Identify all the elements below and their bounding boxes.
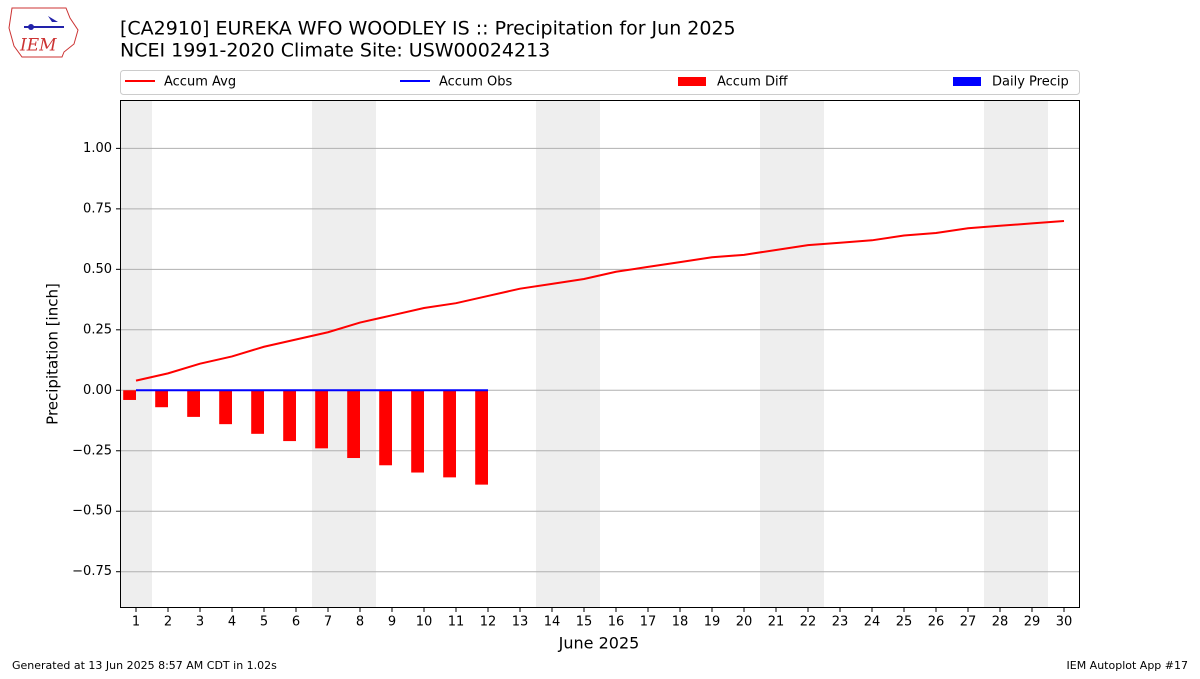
x-tick-label: 18 bbox=[672, 615, 689, 630]
x-tick-label: 6 bbox=[292, 615, 300, 630]
x-tick-label: 7 bbox=[324, 615, 332, 630]
y-tick-label: 1.00 bbox=[83, 141, 112, 156]
y-axis-label: Precipitation [inch] bbox=[44, 283, 62, 425]
y-tick-label: −0.25 bbox=[72, 443, 112, 458]
bar bbox=[251, 390, 264, 434]
x-tick-label: 2 bbox=[164, 615, 172, 630]
logo: IEM bbox=[8, 7, 79, 58]
x-tick-label: 27 bbox=[960, 615, 977, 630]
x-tick-label: 1 bbox=[132, 615, 140, 630]
bar bbox=[187, 390, 200, 417]
x-tick-label: 23 bbox=[832, 615, 849, 630]
bar bbox=[123, 390, 136, 400]
x-tick-label: 21 bbox=[768, 615, 785, 630]
x-tick-label: 5 bbox=[260, 615, 268, 630]
weekend-shade bbox=[312, 100, 344, 608]
x-tick-label: 16 bbox=[608, 615, 625, 630]
x-tick-label: 22 bbox=[800, 615, 817, 630]
x-tick-label: 30 bbox=[1056, 615, 1073, 630]
weekend-shade bbox=[1016, 100, 1048, 608]
x-tick-label: 20 bbox=[736, 615, 753, 630]
weekend-shade bbox=[568, 100, 600, 608]
bar bbox=[315, 390, 328, 449]
legend-label: Accum Obs bbox=[439, 75, 512, 90]
chart-title: [CA2910] EUREKA WFO WOODLEY IS :: Precip… bbox=[120, 18, 736, 40]
weekend-shade bbox=[536, 100, 568, 608]
y-tick-label: 0.25 bbox=[83, 322, 112, 337]
x-tick-label: 26 bbox=[928, 615, 945, 630]
x-tick-label: 10 bbox=[416, 615, 433, 630]
weekend-shade bbox=[120, 100, 152, 608]
bar bbox=[411, 390, 424, 473]
bar bbox=[347, 390, 360, 459]
x-tick-label: 24 bbox=[864, 615, 881, 630]
legend-label: Daily Precip bbox=[992, 75, 1069, 90]
x-tick-label: 11 bbox=[448, 615, 465, 630]
x-tick-label: 19 bbox=[704, 615, 721, 630]
x-tick-label: 8 bbox=[356, 615, 364, 630]
x-tick-label: 17 bbox=[640, 615, 657, 630]
x-tick-label: 25 bbox=[896, 615, 913, 630]
footer-right: IEM Autoplot App #17 bbox=[1067, 659, 1189, 672]
bar bbox=[283, 390, 296, 442]
y-tick-label: 0.50 bbox=[83, 262, 112, 277]
x-axis-label: June 2025 bbox=[558, 634, 640, 653]
legend-swatch bbox=[678, 77, 706, 86]
x-tick-label: 13 bbox=[512, 615, 529, 630]
bar bbox=[155, 390, 168, 408]
legend-label: Accum Avg bbox=[164, 75, 236, 90]
bar bbox=[379, 390, 392, 466]
y-tick-label: 0.00 bbox=[83, 383, 112, 398]
bar bbox=[475, 390, 488, 485]
line bbox=[135, 219, 1065, 382]
logo-text: IEM bbox=[19, 36, 57, 56]
weekend-shade bbox=[792, 100, 824, 608]
y-tick-label: −0.75 bbox=[72, 564, 112, 579]
footer-left: Generated at 13 Jun 2025 8:57 AM CDT in … bbox=[12, 659, 277, 672]
weekend-shade bbox=[760, 100, 792, 608]
weekend-shade bbox=[984, 100, 1016, 608]
bar bbox=[443, 390, 456, 478]
legend-label: Accum Diff bbox=[717, 75, 789, 90]
x-tick-label: 9 bbox=[388, 615, 396, 630]
x-tick-label: 29 bbox=[1024, 615, 1041, 630]
y-tick-label: −0.50 bbox=[72, 504, 112, 519]
legend-swatch bbox=[953, 77, 981, 86]
x-tick-label: 28 bbox=[992, 615, 1009, 630]
legend bbox=[120, 70, 1080, 95]
bar bbox=[219, 390, 232, 425]
y-tick-label: 0.75 bbox=[83, 201, 112, 216]
chart-subtitle: NCEI 1991-2020 Climate Site: USW00024213 bbox=[120, 40, 550, 62]
x-tick-label: 14 bbox=[544, 615, 561, 630]
weekend-shade bbox=[344, 100, 376, 608]
plot-frame bbox=[120, 100, 1080, 608]
x-tick-label: 3 bbox=[196, 615, 204, 630]
x-tick-label: 12 bbox=[480, 615, 497, 630]
x-tick-label: 15 bbox=[576, 615, 593, 630]
x-tick-label: 4 bbox=[228, 615, 236, 630]
